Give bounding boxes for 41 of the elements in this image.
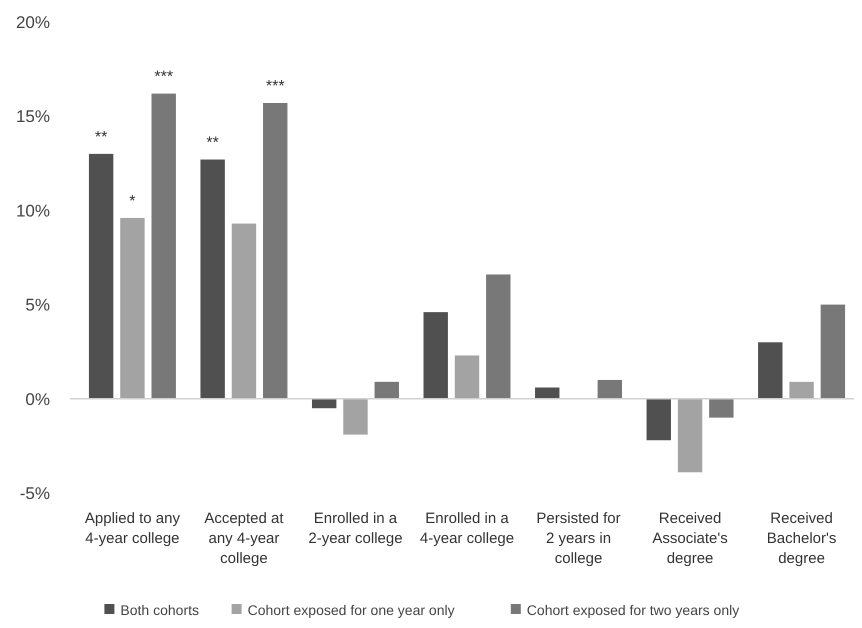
- y-tick-label: 10%: [16, 201, 50, 220]
- bar: [374, 382, 399, 399]
- bar: [263, 103, 288, 399]
- x-tick-label: Persisted for 2 years in college: [536, 510, 621, 567]
- bar: [200, 160, 225, 399]
- bar: [678, 398, 702, 472]
- x-tick-label: Enrolled in a 2-year college: [308, 510, 403, 547]
- bar: [789, 382, 814, 399]
- bar: [820, 304, 846, 399]
- bar: [535, 387, 560, 399]
- y-tick-label: 0%: [25, 390, 50, 409]
- legend-label: Both cohorts: [120, 602, 200, 618]
- legend-label: Cohort exposed for one year only: [248, 602, 455, 618]
- bar: [88, 154, 114, 399]
- bar: [486, 274, 510, 399]
- bar: [424, 312, 448, 399]
- x-tick-label: Applied to any 4-year college: [84, 510, 180, 547]
- annotation: ***: [154, 68, 174, 86]
- bar: [312, 398, 336, 408]
- y-tick-label: 20%: [16, 12, 50, 32]
- legend-label: Cohort exposed for two years only: [526, 602, 740, 618]
- x-tick-label: Received Bachelor's degree: [766, 510, 836, 567]
- x-tick-label: Enrolled in a 4-year college: [420, 510, 514, 547]
- annotation: ***: [266, 78, 285, 96]
- y-tick-label: -5%: [20, 484, 50, 503]
- annotation: *: [129, 192, 136, 210]
- bar: [598, 380, 622, 399]
- bar: [454, 355, 480, 399]
- y-tick-label: 5%: [25, 296, 50, 315]
- bar: [120, 218, 145, 399]
- x-tick-label: Accepted at any 4-year college: [204, 510, 284, 567]
- bar: [646, 398, 671, 440]
- bar: [152, 94, 176, 399]
- bar: [758, 342, 782, 399]
- y-tick-label: 15%: [16, 107, 50, 126]
- bar: [232, 224, 256, 399]
- bar: [709, 398, 734, 418]
- annotation: **: [206, 134, 219, 152]
- annotation: **: [94, 128, 108, 146]
- x-tick-label: Received Associate's degree: [652, 510, 728, 567]
- bar: [343, 398, 368, 435]
